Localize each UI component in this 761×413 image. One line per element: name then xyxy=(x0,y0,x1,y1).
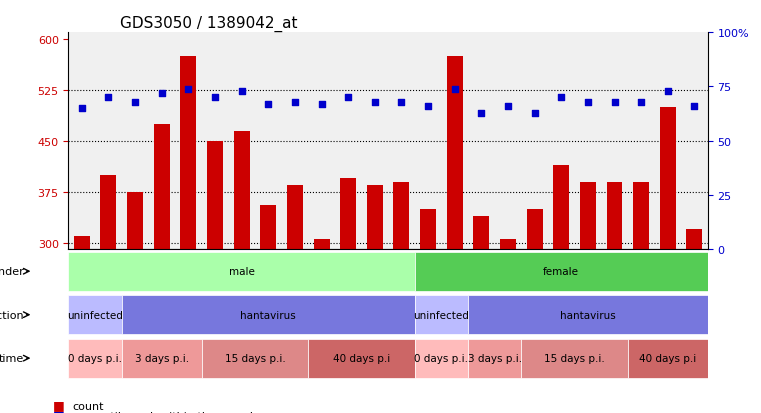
Text: 3 days p.i.: 3 days p.i. xyxy=(467,353,522,363)
FancyBboxPatch shape xyxy=(122,295,415,335)
Text: uninfected: uninfected xyxy=(413,310,470,320)
Text: infection: infection xyxy=(0,310,24,320)
Point xyxy=(102,95,114,102)
Bar xyxy=(154,124,170,250)
FancyBboxPatch shape xyxy=(202,339,308,378)
Point xyxy=(315,101,327,108)
Bar xyxy=(500,240,516,250)
Text: male: male xyxy=(228,266,255,277)
FancyBboxPatch shape xyxy=(468,339,521,378)
Point xyxy=(608,99,620,106)
Text: 15 days p.i.: 15 days p.i. xyxy=(224,353,285,363)
Point xyxy=(661,88,674,95)
Bar xyxy=(287,185,303,250)
Bar xyxy=(340,179,356,250)
Point xyxy=(75,106,88,112)
Bar xyxy=(127,192,143,250)
FancyBboxPatch shape xyxy=(415,252,708,291)
Point xyxy=(262,101,274,108)
Bar xyxy=(420,209,436,250)
Bar xyxy=(180,57,196,250)
Text: percentile rank within the sample: percentile rank within the sample xyxy=(72,411,260,413)
Bar xyxy=(473,216,489,250)
Point xyxy=(368,99,380,106)
FancyBboxPatch shape xyxy=(68,252,415,291)
FancyBboxPatch shape xyxy=(122,339,202,378)
Bar xyxy=(633,182,649,250)
Bar xyxy=(234,131,250,250)
Bar xyxy=(74,236,90,250)
Point xyxy=(155,90,167,97)
FancyBboxPatch shape xyxy=(68,339,122,378)
Bar xyxy=(686,230,702,250)
FancyBboxPatch shape xyxy=(68,295,122,335)
Text: female: female xyxy=(543,266,579,277)
Point xyxy=(396,99,408,106)
Point xyxy=(182,86,194,93)
Text: ■: ■ xyxy=(53,398,65,411)
Point xyxy=(449,86,461,93)
Text: 0 days p.i.: 0 days p.i. xyxy=(68,353,122,363)
FancyBboxPatch shape xyxy=(308,339,415,378)
Text: count: count xyxy=(72,401,103,411)
Text: hantavirus: hantavirus xyxy=(560,310,616,320)
Point xyxy=(528,110,540,116)
Bar xyxy=(527,209,543,250)
Point xyxy=(342,95,354,102)
Point xyxy=(502,103,514,110)
Text: gender: gender xyxy=(0,266,24,277)
Text: uninfected: uninfected xyxy=(67,310,123,320)
Bar xyxy=(393,182,409,250)
Point xyxy=(289,99,301,106)
Bar xyxy=(367,185,383,250)
Text: 0 days p.i.: 0 days p.i. xyxy=(415,353,468,363)
FancyBboxPatch shape xyxy=(521,339,628,378)
Text: hantavirus: hantavirus xyxy=(240,310,296,320)
Point xyxy=(475,110,487,116)
Point xyxy=(129,99,142,106)
FancyBboxPatch shape xyxy=(415,295,468,335)
Bar xyxy=(207,141,223,250)
Bar xyxy=(553,165,569,250)
Point xyxy=(555,95,567,102)
Bar xyxy=(314,240,330,250)
FancyBboxPatch shape xyxy=(628,339,708,378)
Text: time: time xyxy=(0,353,24,363)
FancyBboxPatch shape xyxy=(468,295,708,335)
Bar xyxy=(580,182,596,250)
Text: 40 days p.i: 40 days p.i xyxy=(333,353,390,363)
Bar xyxy=(260,206,276,250)
Text: 40 days p.i: 40 days p.i xyxy=(639,353,696,363)
Text: ■: ■ xyxy=(53,408,65,413)
Point xyxy=(581,99,594,106)
Text: GDS3050 / 1389042_at: GDS3050 / 1389042_at xyxy=(119,16,297,32)
Bar xyxy=(447,57,463,250)
Point xyxy=(209,95,221,102)
Point xyxy=(236,88,248,95)
Text: 15 days p.i.: 15 days p.i. xyxy=(544,353,605,363)
Point xyxy=(635,99,647,106)
Bar xyxy=(100,176,116,250)
FancyBboxPatch shape xyxy=(415,339,468,378)
Text: 3 days p.i.: 3 days p.i. xyxy=(135,353,189,363)
Bar xyxy=(607,182,622,250)
Point xyxy=(422,103,434,110)
Point xyxy=(688,103,700,110)
Bar xyxy=(660,107,676,250)
